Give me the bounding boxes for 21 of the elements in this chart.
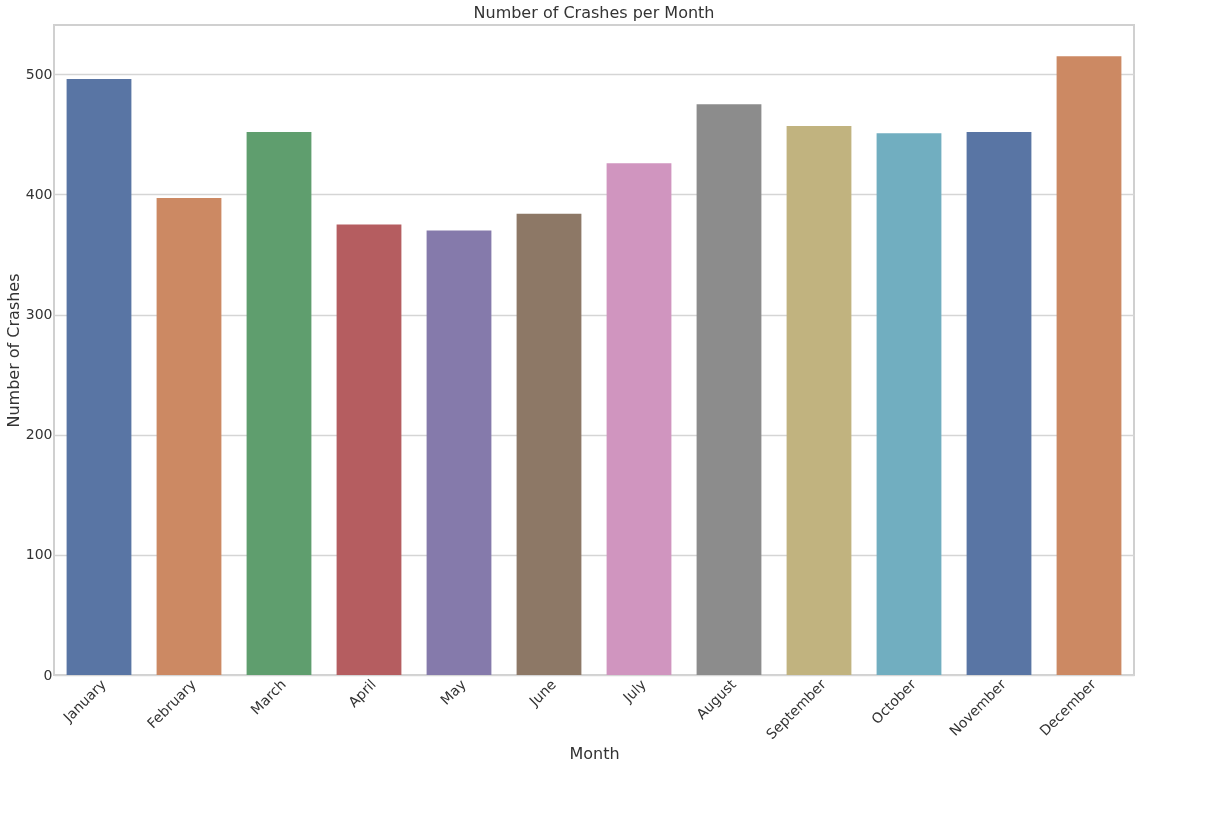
y-tick-label: 400 <box>25 185 53 202</box>
y-tick-label: 100 <box>25 546 53 563</box>
bar <box>696 104 762 675</box>
bar <box>246 131 312 675</box>
bar <box>966 131 1032 675</box>
y-tick-label: 200 <box>25 426 53 443</box>
y-tick-label: 500 <box>25 65 53 82</box>
y-tick-label: 300 <box>25 306 53 323</box>
bar <box>516 213 582 675</box>
bar <box>876 133 942 675</box>
bar <box>336 224 402 675</box>
bar <box>156 198 222 675</box>
x-axis-title: Month <box>569 744 620 764</box>
bar <box>1056 56 1122 675</box>
bar <box>606 163 672 675</box>
chart-title: Number of Crashes per Month <box>473 3 715 22</box>
bar <box>66 79 132 675</box>
y-tick-label: 0 <box>43 666 53 683</box>
y-axis-title: Number of Crashes <box>3 273 23 428</box>
bar <box>426 230 492 675</box>
bar <box>786 125 852 675</box>
